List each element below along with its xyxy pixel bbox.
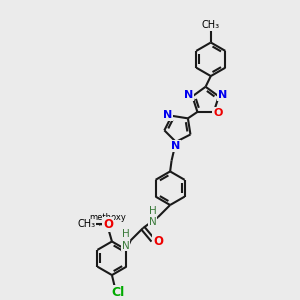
Text: N: N [163, 110, 172, 120]
Text: N: N [218, 90, 227, 100]
Text: CH₃: CH₃ [202, 20, 220, 30]
Text: O: O [103, 218, 112, 231]
Text: H
N: H N [122, 229, 129, 250]
Text: N: N [184, 90, 194, 100]
Text: O: O [213, 108, 223, 118]
Text: Cl: Cl [111, 286, 124, 299]
Text: methoxy: methoxy [99, 225, 105, 226]
Text: O: O [153, 235, 163, 248]
Text: H
N: H N [149, 206, 157, 227]
Text: N: N [171, 141, 181, 151]
Text: methoxy: methoxy [89, 213, 126, 222]
Text: O: O [103, 218, 113, 231]
Text: CH₃: CH₃ [77, 219, 95, 230]
